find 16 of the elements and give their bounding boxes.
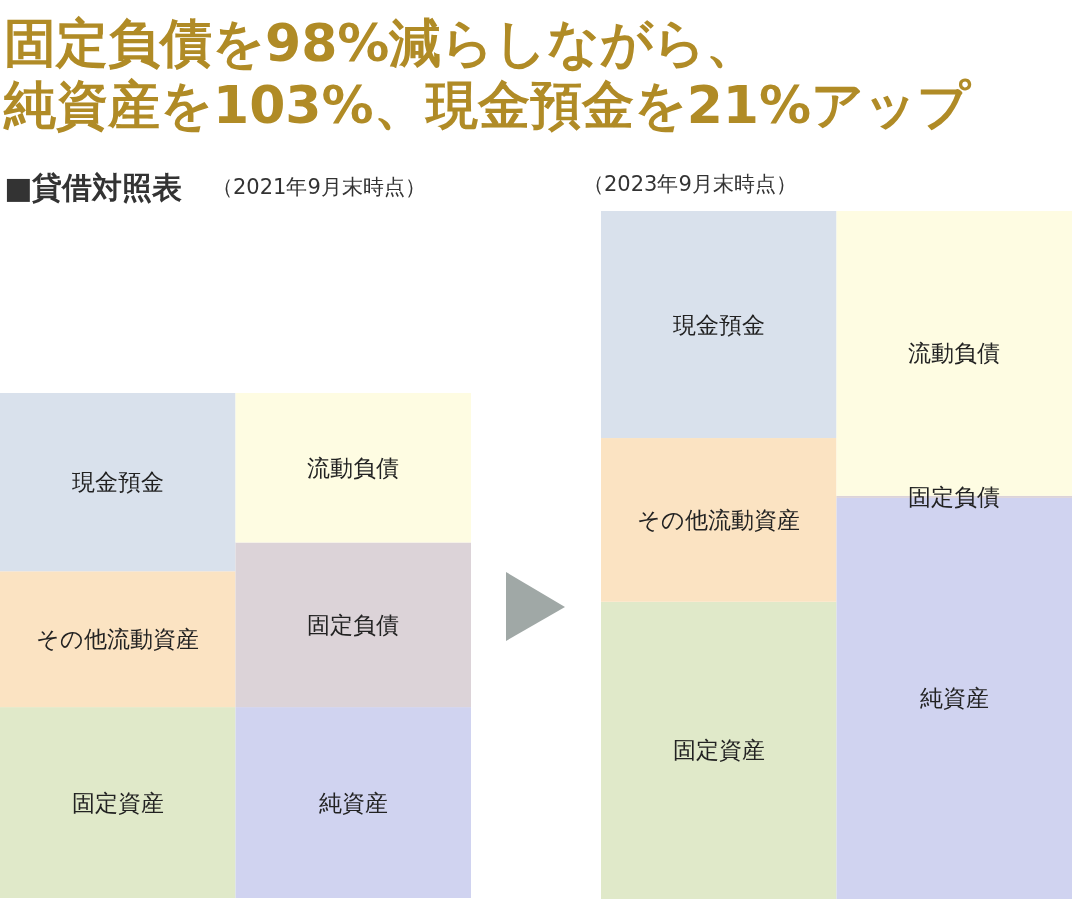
series-label: 固定負債 <box>307 611 400 638</box>
annotation: （2021年9月末時点） <box>212 175 426 199</box>
series-label: その他流動資産 <box>637 506 801 533</box>
series-label: 流動負債 <box>307 454 400 481</box>
series-label: 固定資産 <box>672 737 765 764</box>
series-label: 純資産 <box>318 789 388 816</box>
series-label: 純資産 <box>919 685 989 712</box>
annotation: （2023年9月末時点） <box>583 172 797 196</box>
series-label: 固定負債 <box>908 483 1001 510</box>
series-label: その他流動資産 <box>36 626 200 653</box>
series-label: 現金預金 <box>71 469 164 496</box>
title: 固定負債を98%減らしながら、純資産を103%、現金預金を21%アップ <box>4 12 973 136</box>
subtitle: ■貸借対照表 <box>4 170 183 205</box>
series-label: 固定資産 <box>71 789 164 816</box>
series-label: 流動負債 <box>908 340 1001 367</box>
series-label: 現金預金 <box>672 311 765 338</box>
